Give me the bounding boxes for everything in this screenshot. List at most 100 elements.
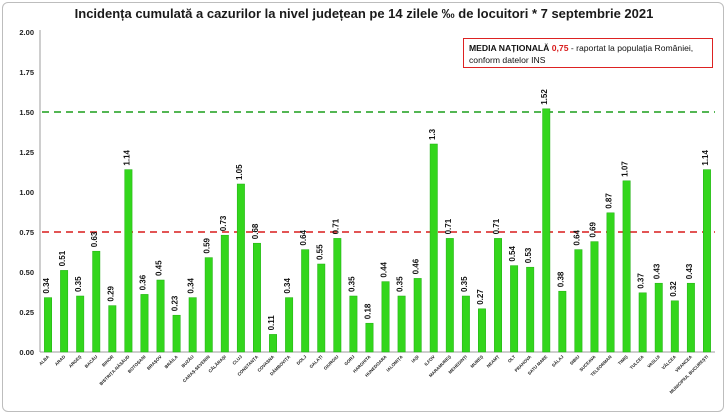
bar bbox=[638, 292, 647, 353]
bar bbox=[60, 270, 69, 353]
national-average-note: MEDIA NAȚIONALĂ 0,75 - raportat la popul… bbox=[463, 38, 713, 68]
data-label: 0.59 bbox=[203, 237, 212, 253]
y-tick-label: 1.25 bbox=[19, 148, 34, 157]
bar bbox=[542, 108, 551, 353]
chart-title: Incidența cumulată a cazurilor la nivel … bbox=[74, 6, 654, 21]
data-label: 0.64 bbox=[572, 229, 581, 245]
data-label: 1.07 bbox=[621, 161, 630, 177]
x-tick-label: ILFOV bbox=[423, 354, 436, 367]
bar bbox=[140, 294, 149, 353]
bar bbox=[703, 169, 711, 353]
y-tick-label: 0.75 bbox=[19, 228, 34, 237]
data-label: 0.46 bbox=[412, 258, 421, 274]
data-label: 0.35 bbox=[396, 276, 405, 292]
x-tick-label: OLT bbox=[507, 354, 517, 364]
note-bold-label: MEDIA NAȚIONALĂ bbox=[469, 43, 550, 53]
data-label: 0.55 bbox=[315, 244, 324, 260]
data-label: 0.71 bbox=[444, 218, 453, 234]
y-tick-label: 0.25 bbox=[19, 308, 34, 317]
bar bbox=[574, 249, 583, 353]
bar bbox=[333, 238, 342, 353]
bar bbox=[285, 297, 294, 353]
bar bbox=[44, 297, 52, 353]
bar bbox=[172, 314, 181, 353]
data-label: 0.36 bbox=[138, 274, 147, 290]
x-tick-label: TIMIȘ bbox=[617, 354, 629, 366]
data-label: 0.43 bbox=[653, 263, 662, 279]
data-label: 0.37 bbox=[637, 273, 646, 289]
data-label: 0.34 bbox=[187, 277, 196, 293]
x-tick-label: TULCEA bbox=[629, 354, 646, 371]
x-tick-label: ALBA bbox=[38, 354, 51, 367]
data-label: 0.27 bbox=[476, 289, 485, 305]
bar bbox=[397, 295, 406, 353]
bar bbox=[381, 281, 390, 353]
x-tick-label: BRAȘOV bbox=[146, 354, 163, 371]
data-label: 0.45 bbox=[155, 260, 164, 276]
bar bbox=[606, 212, 615, 353]
bar bbox=[76, 295, 85, 353]
data-label: 1.05 bbox=[235, 164, 244, 180]
data-label: 0.63 bbox=[90, 231, 99, 247]
x-tick-label: BIHOR bbox=[101, 354, 115, 368]
x-tick-label: ARAD bbox=[54, 354, 67, 367]
data-label: 0.35 bbox=[74, 276, 83, 292]
bar bbox=[654, 282, 663, 353]
bar bbox=[349, 295, 358, 353]
y-tick-label: 1.50 bbox=[19, 108, 34, 117]
y-tick-label: 1.75 bbox=[19, 68, 34, 77]
bar bbox=[478, 308, 486, 353]
data-label: 0.34 bbox=[283, 277, 292, 293]
x-tick-label: SIBIU bbox=[569, 354, 581, 366]
x-tick-label: IAȘI bbox=[410, 354, 420, 364]
data-label: 0.54 bbox=[508, 245, 517, 261]
bar bbox=[108, 305, 117, 353]
data-label: 0.51 bbox=[58, 250, 67, 266]
bar bbox=[686, 282, 695, 353]
x-tick-label: IALOMIȚA bbox=[385, 354, 404, 373]
x-tick-label: ARGEȘ bbox=[68, 354, 83, 369]
data-label: 1.14 bbox=[701, 149, 710, 165]
y-tick-label: 2.00 bbox=[19, 28, 34, 37]
bar bbox=[558, 290, 567, 353]
x-tick-label: NEAMȚ bbox=[486, 354, 501, 369]
y-tick-label: 1.00 bbox=[19, 188, 34, 197]
x-tick-label: BRĂILA bbox=[164, 354, 180, 370]
data-label: 0.29 bbox=[106, 285, 115, 301]
data-label: 0.32 bbox=[669, 281, 678, 297]
bar bbox=[445, 238, 454, 353]
bar bbox=[220, 234, 229, 353]
y-tick-label: 0.00 bbox=[19, 348, 34, 357]
data-label: 0.64 bbox=[299, 229, 308, 245]
bar bbox=[365, 322, 374, 353]
x-tick-label: GORJ bbox=[343, 354, 356, 367]
data-label: 0.73 bbox=[219, 215, 228, 231]
x-tick-label: GIURGIU bbox=[323, 354, 340, 371]
bar bbox=[429, 143, 438, 353]
data-label: 0.71 bbox=[492, 218, 501, 234]
bar bbox=[253, 242, 261, 353]
bar bbox=[510, 265, 519, 353]
x-tick-label: SĂLAJ bbox=[551, 354, 565, 368]
bar bbox=[461, 295, 470, 353]
bar bbox=[494, 238, 502, 353]
x-tick-label: CĂLĂRAȘI bbox=[207, 354, 227, 374]
chart-frame bbox=[2, 2, 724, 412]
data-label: 0.53 bbox=[524, 247, 533, 263]
data-label: 0.38 bbox=[556, 271, 565, 287]
note-text-line1: - raportat la populația României, bbox=[568, 43, 694, 53]
note-text-line2: conform datelor INS bbox=[469, 55, 546, 65]
data-label: 0.69 bbox=[588, 221, 597, 237]
data-label: 0.87 bbox=[605, 193, 614, 209]
bar bbox=[622, 180, 631, 353]
data-label: 0.35 bbox=[347, 276, 356, 292]
data-label: 0.43 bbox=[685, 263, 694, 279]
data-label: 0.44 bbox=[380, 261, 389, 277]
data-label: 0.23 bbox=[171, 295, 180, 311]
x-tick-label: BUZĂU bbox=[180, 354, 194, 368]
bar bbox=[92, 250, 101, 353]
bar bbox=[317, 263, 326, 353]
bar bbox=[301, 249, 310, 353]
note-value: 0,75 bbox=[551, 43, 569, 53]
